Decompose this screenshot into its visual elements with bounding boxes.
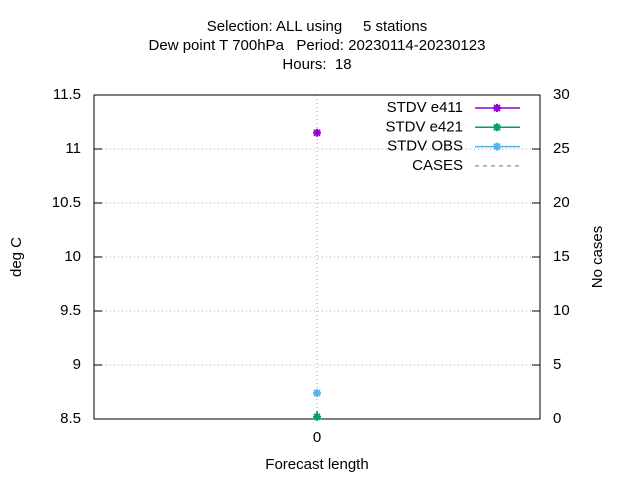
y2-axis-label: No cases	[589, 226, 606, 289]
y-tick-label: 9	[73, 356, 81, 373]
y-tick-label: 11.5	[53, 86, 81, 103]
point	[313, 389, 321, 398]
chart-title: Selection: ALL using 5 stations	[207, 18, 427, 35]
point	[313, 412, 321, 421]
legend-point	[493, 142, 501, 151]
chart-title: Dew point T 700hPa Period: 20230114-2023…	[149, 37, 486, 54]
y-tick-label: 10	[64, 248, 81, 265]
y2-tick-label: 30	[553, 86, 570, 103]
y2-tick-label: 10	[553, 302, 570, 319]
y-axis-label: deg C	[8, 237, 25, 277]
y2-tick-label: 5	[553, 356, 561, 373]
y-tick-label: 9.5	[60, 302, 81, 319]
y2-tick-label: 0	[553, 410, 561, 427]
legend-label: STDV e421	[385, 118, 463, 135]
point	[313, 128, 321, 137]
x-tick-label: 0	[313, 429, 321, 446]
legend-point	[493, 104, 501, 112]
legend-point	[493, 123, 501, 132]
legend-label: CASES	[412, 157, 463, 174]
chart-title: Hours: 18	[282, 56, 351, 73]
y2-tick-label: 25	[553, 140, 570, 157]
y2-tick-label: 15	[553, 248, 570, 265]
x-axis-label: Forecast length	[265, 456, 368, 473]
legend-label: STDV e411	[387, 99, 463, 116]
y2-tick-label: 20	[553, 194, 570, 211]
y-tick-label: 8.5	[60, 410, 81, 427]
legend-label: STDV OBS	[387, 138, 463, 155]
y-tick-label: 10.5	[52, 194, 81, 211]
y-tick-label: 11	[65, 140, 81, 157]
